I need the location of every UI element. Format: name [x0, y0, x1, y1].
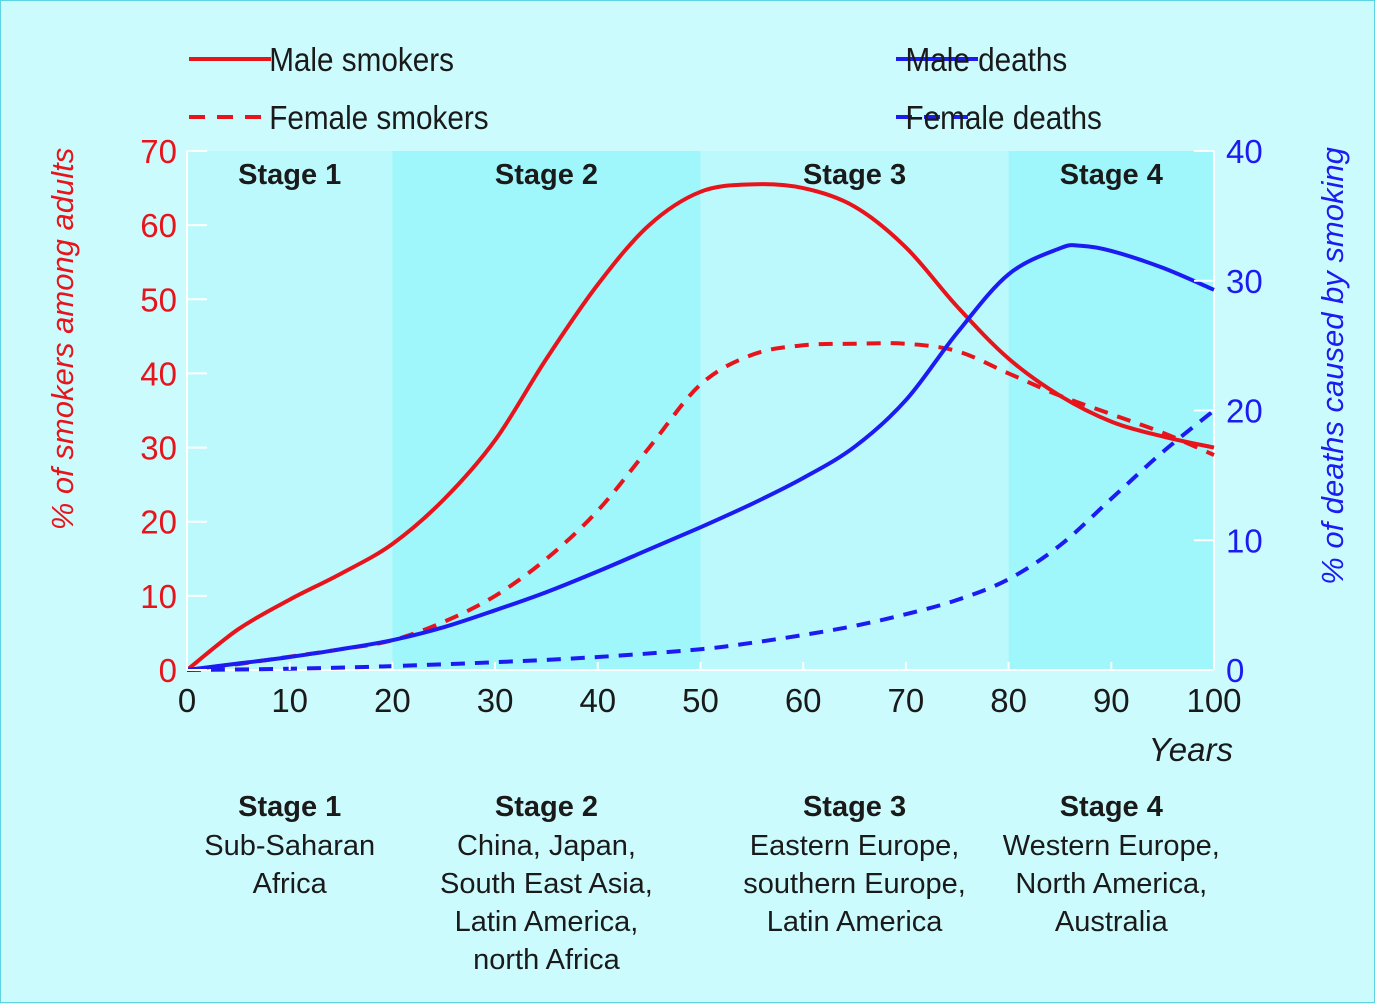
stage-band-4 — [1008, 151, 1214, 670]
y-right-tick-label: 10 — [1226, 522, 1263, 559]
stage-band-2 — [392, 151, 701, 670]
legend-label-male-smokers: Male smokers — [269, 42, 454, 79]
y-left-tick-label: 0 — [159, 652, 177, 689]
stage-1-region-line: Africa — [253, 868, 328, 900]
y-right-tick-label: 20 — [1226, 393, 1263, 430]
series-line-male-smokers — [185, 182, 1215, 672]
stage-band-3 — [700, 151, 1009, 670]
series-line-male-deaths — [186, 243, 1215, 672]
y-right-tick-label: 30 — [1226, 263, 1263, 300]
legend-label-female-smokers: Female smokers — [269, 100, 488, 137]
legend-label-male-deaths: Male deaths — [905, 42, 1067, 79]
series-line-female-deaths — [186, 408, 1216, 672]
y-axis-right-title: % of deaths caused by smoking — [1315, 147, 1350, 585]
stage-2-region-line: China, Japan, — [457, 830, 636, 862]
stage-caption-4: Stage 4 — [1060, 791, 1163, 823]
y-left-tick-label: 30 — [140, 430, 177, 467]
y-left-tick-label: 20 — [140, 504, 177, 541]
stage-band-label-1: Stage 1 — [238, 159, 341, 191]
stage-1-region-line: Sub-Saharan — [204, 830, 375, 862]
stage-band-label-4: Stage 4 — [1060, 159, 1163, 191]
stage-4-region-line: Australia — [1055, 906, 1169, 938]
stage-band-label-3: Stage 3 — [803, 159, 906, 191]
stage-3-region-line: Latin America — [767, 906, 944, 938]
x-tick-label: 30 — [477, 682, 514, 719]
y-axis-left-title: % of smokers among adults — [45, 148, 80, 531]
y-left-tick-label: 40 — [140, 355, 177, 392]
stage-4-region-line: North America, — [1015, 868, 1207, 900]
stage-band-label-2: Stage 2 — [495, 159, 598, 191]
y-right-tick-label: 0 — [1226, 652, 1244, 689]
stage-2-region-line: Latin America, — [455, 906, 639, 938]
x-tick-label: 40 — [579, 682, 616, 719]
x-tick-label: 70 — [888, 682, 925, 719]
x-tick-label: 10 — [271, 682, 308, 719]
x-tick-label: 50 — [682, 682, 719, 719]
y-left-tick-label: 10 — [140, 578, 177, 615]
stage-band-1 — [187, 151, 393, 670]
y-right-tick-label: 40 — [1226, 133, 1263, 170]
x-tick-label: 100 — [1186, 682, 1241, 719]
stage-caption-2: Stage 2 — [495, 791, 598, 823]
legend-label-female-deaths: Female deaths — [905, 100, 1101, 137]
x-tick-label: 20 — [374, 682, 411, 719]
y-left-tick-label: 60 — [140, 207, 177, 244]
y-left-tick-label: 50 — [140, 281, 177, 318]
stage-3-region-line: southern Europe, — [743, 868, 965, 900]
stage-2-region-line: South East Asia, — [440, 868, 653, 900]
x-tick-label: 90 — [1093, 682, 1130, 719]
stage-caption-1: Stage 1 — [238, 791, 341, 823]
x-tick-label: 80 — [990, 682, 1027, 719]
x-tick-label: 60 — [785, 682, 822, 719]
y-left-tick-label: 70 — [140, 133, 177, 170]
stage-2-region-line: north Africa — [473, 944, 621, 976]
stage-4-region-line: Western Europe, — [1003, 830, 1220, 862]
x-tick-label: 0 — [178, 682, 196, 719]
stage-3-region-line: Eastern Europe, — [750, 830, 960, 862]
x-axis-title: Years — [1149, 731, 1233, 768]
stage-caption-3: Stage 3 — [803, 791, 906, 823]
